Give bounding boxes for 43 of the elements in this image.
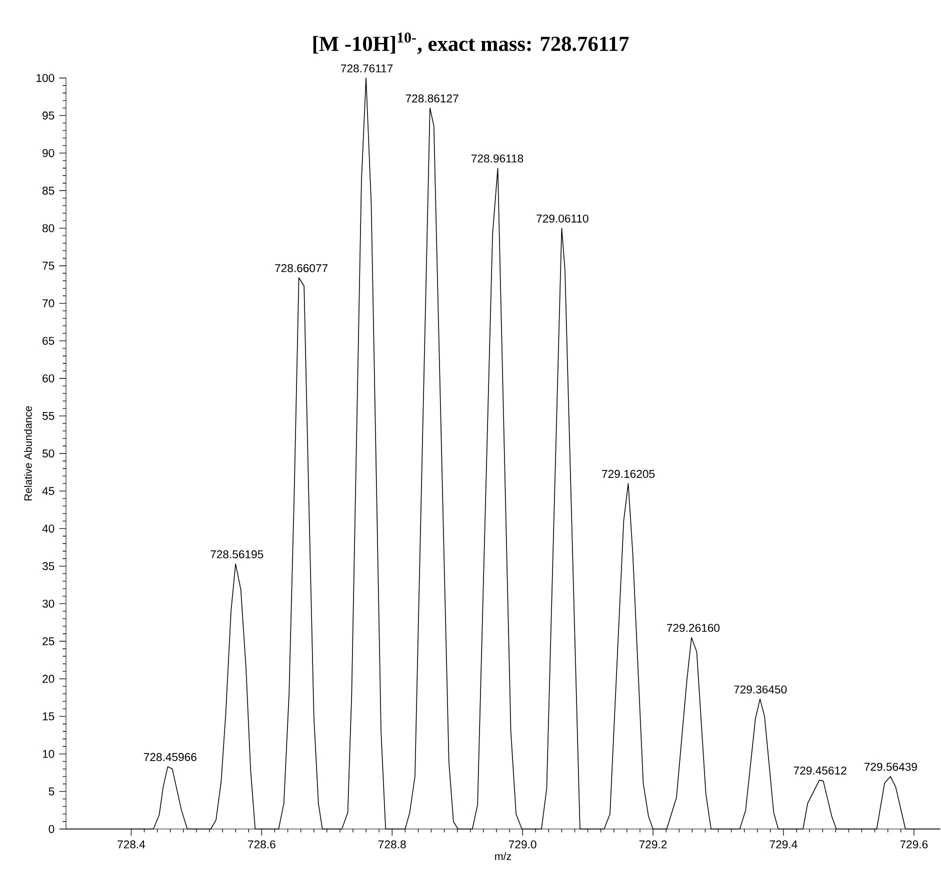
x-tick-label: 728.4 xyxy=(118,840,146,848)
x-tick-label: 728.8 xyxy=(378,840,406,848)
y-tick-label: 20 xyxy=(42,674,54,683)
y-tick-label: 50 xyxy=(42,449,54,458)
y-tick-label: 75 xyxy=(42,262,54,270)
x-tick-label: 729.4 xyxy=(770,840,798,848)
annotation: 729.56439 xyxy=(864,762,917,771)
y-tick-label: 5 xyxy=(48,787,54,796)
y-axis-title: Relative Abundance xyxy=(24,406,32,500)
annotation: 728.86127 xyxy=(406,94,458,102)
annotation: 729.45612 xyxy=(794,766,846,775)
x-tick-label: 728.6 xyxy=(248,840,276,848)
y-tick-label: 60 xyxy=(42,374,54,382)
y-tick-label: 95 xyxy=(42,112,54,120)
annotation: 729.26160 xyxy=(667,624,720,632)
annotation: 729.16205 xyxy=(602,470,655,478)
y-tick-label: 10 xyxy=(42,750,54,758)
y-tick-label: 15 xyxy=(42,712,54,720)
annotation: 728.76117 xyxy=(341,64,393,72)
y-tick-label: 0 xyxy=(48,824,54,834)
y-tick-label: 55 xyxy=(42,412,54,420)
y-tick-label: 25 xyxy=(42,637,54,646)
y-tick-label: 45 xyxy=(42,487,54,495)
x-tick-label: 729.2 xyxy=(639,840,667,848)
y-tick-label: 100 xyxy=(36,74,54,82)
annotation: 728.96118 xyxy=(471,154,524,163)
x-tick-label: 729.0 xyxy=(508,840,536,848)
y-tick-label: 80 xyxy=(42,224,54,232)
y-tick-label: 70 xyxy=(42,299,54,308)
y-tick-label: 90 xyxy=(42,149,54,158)
annotation: 728.66077 xyxy=(275,264,328,272)
y-tick-label: 65 xyxy=(42,336,54,345)
chart-title: [M -10H]$^{10-}$, exact mass: 728.76117 xyxy=(313,32,629,54)
annotation: 729.36450 xyxy=(734,685,787,694)
y-tick-label: 85 xyxy=(42,186,54,195)
y-tick-label: 35 xyxy=(42,562,54,570)
y-tick-label: 40 xyxy=(42,524,54,533)
annotation: 728.45966 xyxy=(144,753,196,762)
annotation: 728.56195 xyxy=(210,550,264,558)
x-tick-label: 729.6 xyxy=(900,840,928,848)
annotation: 729.06110 xyxy=(536,214,588,223)
y-tick-label: 30 xyxy=(42,600,54,608)
x-axis-title: m/z xyxy=(495,852,512,860)
